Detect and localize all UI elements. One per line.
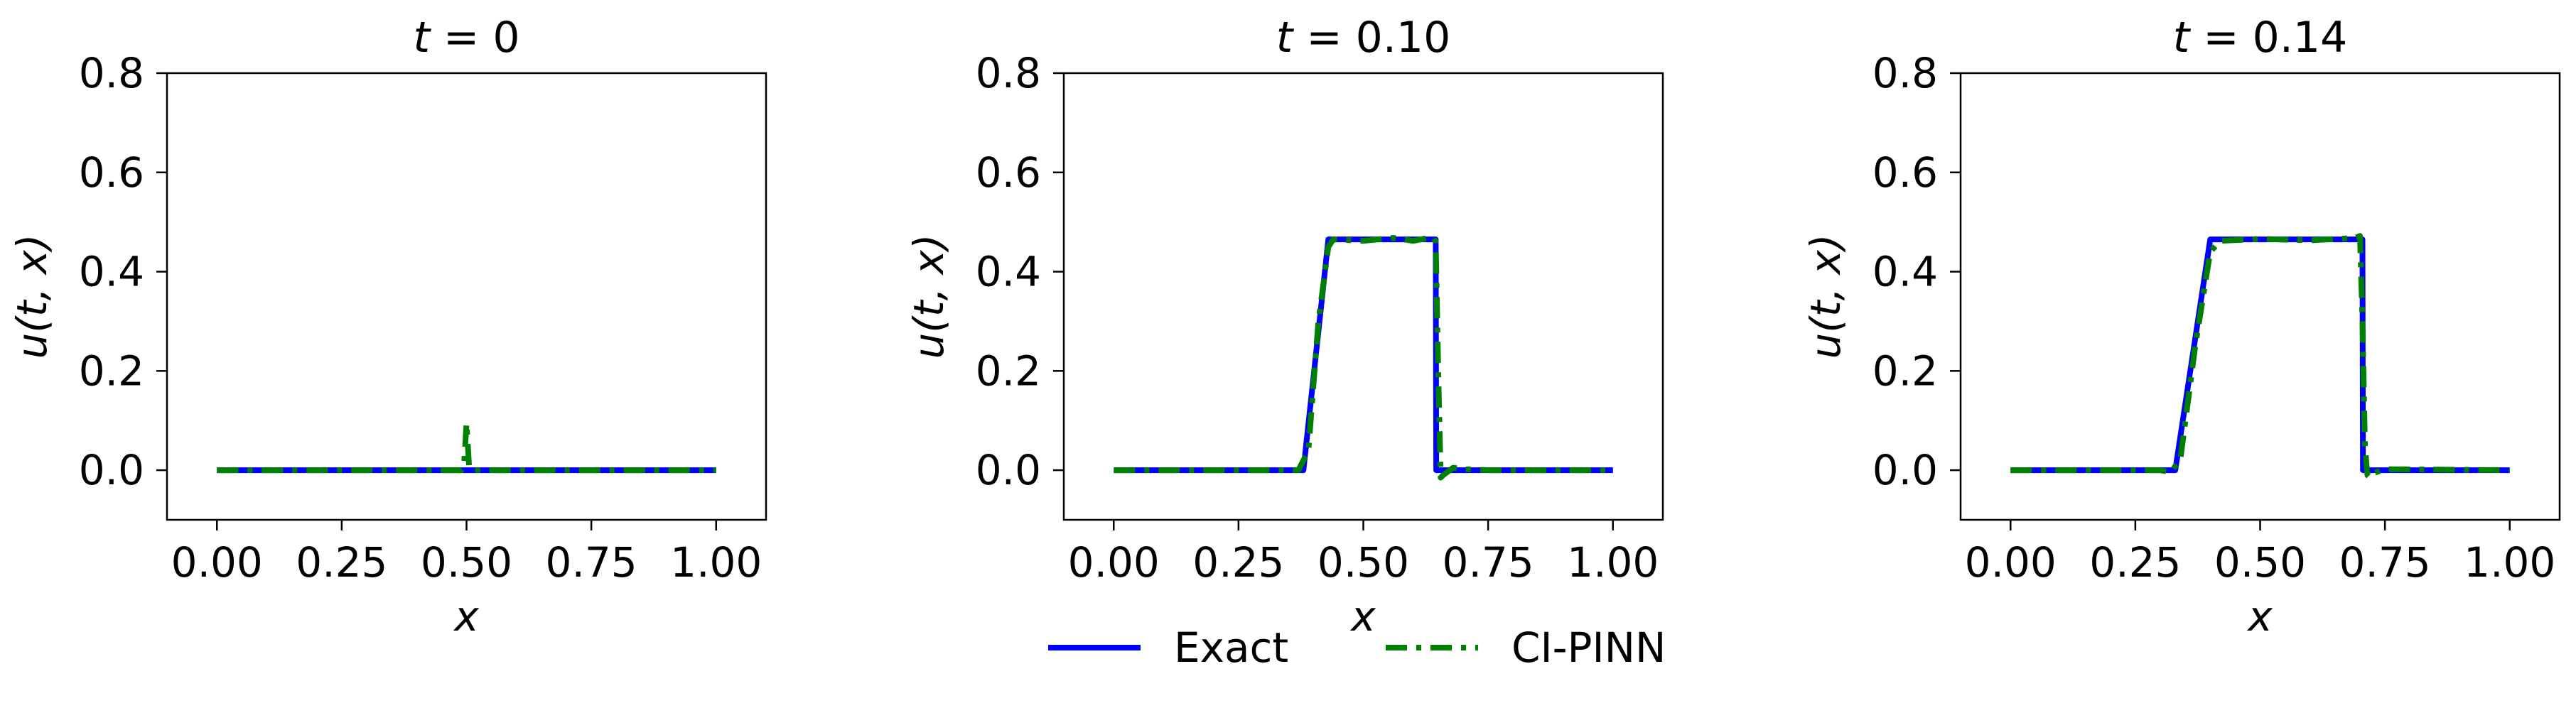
x-tick-label: 0.75 xyxy=(546,538,637,587)
y-tick-label: 0.4 xyxy=(976,248,1041,296)
x-tick-label: 0.25 xyxy=(296,538,387,587)
y-tick-label: 0.8 xyxy=(1872,49,1938,97)
x-tick-label: 1.00 xyxy=(2464,538,2555,587)
x-axis-label: x xyxy=(2246,592,2273,641)
y-axis-label: u(t, x) xyxy=(1801,234,1850,359)
panel-title: t = 0 xyxy=(413,13,519,62)
series-line-ci-pinn xyxy=(217,420,716,474)
y-tick-label: 0.6 xyxy=(976,148,1041,197)
y-tick-label: 0.0 xyxy=(79,446,144,494)
x-tick-label: 0.00 xyxy=(1068,538,1160,587)
panel-3: 0.00 0.25 0.50 0.75 1.00 0.0 0.2 0.4 0.6 0.8 x u(t,… xyxy=(1801,13,2561,641)
legend: Exact CI-PINN xyxy=(1048,623,1666,672)
panels: 0.00 0.25 0.50 0.75 1.00 0.0 0.2 0.4 0.6 0.8 x u(t,… xyxy=(8,13,2561,641)
y-tick-label: 0.2 xyxy=(976,347,1041,395)
series-line-ci-pinn xyxy=(1114,234,1613,481)
x-axis-label: x xyxy=(453,592,479,641)
y-tick-label: 0.0 xyxy=(1872,446,1938,494)
y-axis-label: u(t, x) xyxy=(905,234,953,359)
series-line-exact xyxy=(1114,236,1613,474)
y-tick-label: 0.0 xyxy=(976,446,1041,494)
y-tick-label: 0.4 xyxy=(79,248,144,296)
x-tick-label: 1.00 xyxy=(670,538,762,587)
x-tick-label: 0.00 xyxy=(1965,538,2057,587)
y-tick-label: 0.8 xyxy=(79,49,144,97)
x-tick-label: 0.50 xyxy=(1317,538,1409,587)
panel-title: t = 0.14 xyxy=(2173,13,2348,62)
x-tick-label: 0.25 xyxy=(2089,538,2181,587)
panel-1: 0.00 0.25 0.50 0.75 1.00 0.0 0.2 0.4 0.6 0.8 x u(t,… xyxy=(8,13,767,641)
y-tick-label: 0.4 xyxy=(1872,248,1938,296)
y-tick-label: 0.8 xyxy=(976,49,1041,97)
y-tick-label: 0.2 xyxy=(1872,347,1938,395)
x-tick-label: 1.00 xyxy=(1567,538,1659,587)
panel-2: 0.00 0.25 0.50 0.75 1.00 0.0 0.2 0.4 0.6 0.8 x u(t,… xyxy=(905,13,1664,641)
x-tick-label: 0.75 xyxy=(2339,538,2431,587)
y-tick-label: 0.6 xyxy=(79,148,144,197)
x-axis-label: x xyxy=(1349,592,1376,641)
y-tick-label: 0.2 xyxy=(79,347,144,395)
legend-label-exact: Exact xyxy=(1174,623,1288,672)
x-tick-label: 0.75 xyxy=(1443,538,1534,587)
x-tick-label: 0.00 xyxy=(171,538,263,587)
series-line-ci-pinn xyxy=(2010,233,2510,481)
x-tick-label: 0.25 xyxy=(1192,538,1284,587)
x-tick-label: 0.50 xyxy=(421,538,512,587)
legend-label-ci-pinn: CI-PINN xyxy=(1511,623,1666,672)
panel-title: t = 0.10 xyxy=(1276,13,1451,62)
x-tick-label: 0.50 xyxy=(2214,538,2306,587)
y-tick-label: 0.6 xyxy=(1872,148,1938,197)
y-axis-label: u(t, x) xyxy=(8,234,56,359)
